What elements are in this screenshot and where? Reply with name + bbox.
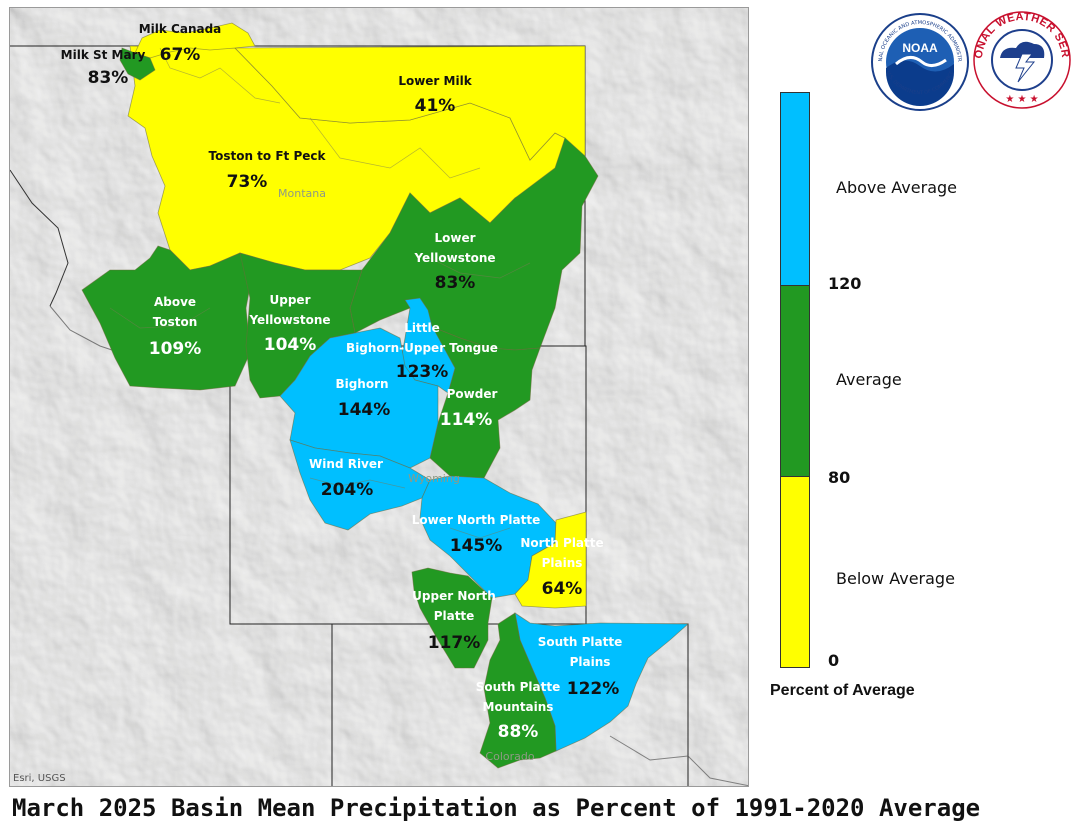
label-milk-canada: Milk Canada <box>139 22 222 36</box>
svg-text:★ ★ ★: ★ ★ ★ <box>1005 94 1038 105</box>
label-upper-north-platte-2: Platte <box>434 609 475 623</box>
basin-north-platte-plains[interactable] <box>514 511 587 609</box>
basin-milk-canada[interactable] <box>134 22 256 59</box>
pct-upper-yellowstone: 104% <box>264 335 317 355</box>
noaa-logo: NOAA NATIONAL OCEANIC AND ATMOSPHERIC AD… <box>870 12 969 111</box>
basin-wind-river[interactable] <box>289 439 431 531</box>
sub-basin-lines <box>109 47 531 539</box>
label-lower-yellowstone-2: Yellowstone <box>413 251 495 265</box>
label-milk-st-mary: Milk St Mary <box>61 48 146 62</box>
pct-south-platte-plains: 122% <box>567 679 620 699</box>
legend-label-average: Average <box>836 370 902 389</box>
basin-lower-yellowstone[interactable] <box>349 137 599 351</box>
label-little-bighorn-1: Little <box>404 321 439 335</box>
label-above-toston-1: Above <box>154 295 196 309</box>
label-upper-north-platte-1: Upper North <box>412 589 496 603</box>
legend-swatch-below <box>780 476 810 668</box>
noaa-logo-text: NOAA <box>902 41 938 55</box>
pct-south-platte-mountains: 88% <box>498 722 539 742</box>
label-south-platte-plains-1: South Platte <box>538 635 623 649</box>
pct-north-platte-plains: 64% <box>542 579 583 599</box>
pct-lower-north-platte: 145% <box>450 536 503 556</box>
legend-label-above: Above Average <box>836 178 957 197</box>
pct-milk-st-mary: 83% <box>88 68 129 88</box>
pct-little-bighorn: 123% <box>396 362 449 382</box>
label-upper-yellowstone-2: Yellowstone <box>248 313 330 327</box>
label-north-platte-plains-1: North Platte <box>520 536 603 550</box>
label-wind-river: Wind River <box>309 457 383 471</box>
label-toston-ft-peck: Toston to Ft Peck <box>209 149 327 163</box>
legend-tick-0: 0 <box>828 651 840 670</box>
label-lower-north-platte: Lower North Platte <box>412 513 541 527</box>
label-powder: Powder <box>447 387 498 401</box>
pct-lower-yellowstone: 83% <box>435 273 476 293</box>
map-attribution: Esri, USGS <box>13 773 66 784</box>
basin-powder[interactable] <box>429 325 541 479</box>
map-panel[interactable]: Montana Wyoming Colorado Milk Canada 67%… <box>9 7 749 787</box>
label-lower-milk: Lower Milk <box>398 74 472 88</box>
label-above-toston-2: Toston <box>153 315 198 329</box>
legend-label-below: Below Average <box>836 569 955 588</box>
legend-tick-80: 80 <box>828 468 851 487</box>
pct-lower-milk: 41% <box>415 96 456 116</box>
label-south-platte-mountains-1: South Platte <box>476 680 561 694</box>
legend-tick-120: 120 <box>828 274 862 293</box>
legend-swatch-above <box>780 92 810 286</box>
pct-above-toston: 109% <box>149 339 202 359</box>
nws-logo: NATIONAL WEATHER SERVICE ★ ★ ★ <box>972 10 1071 109</box>
pct-upper-north-platte: 117% <box>428 633 481 653</box>
label-little-bighorn-2: Bighorn-Upper Tongue <box>346 341 498 355</box>
label-south-platte-plains-2: Plains <box>570 655 611 669</box>
pct-toston-ft-peck: 73% <box>227 172 268 192</box>
basin-map[interactable]: Montana Wyoming Colorado Milk Canada 67%… <box>10 8 749 787</box>
basins <box>81 22 690 769</box>
state-label-colorado: Colorado <box>485 750 534 763</box>
pct-wind-river: 204% <box>321 480 374 500</box>
pct-milk-canada: 67% <box>160 45 201 65</box>
basin-south-platte-mountains[interactable] <box>479 612 557 769</box>
pct-powder: 114% <box>440 410 493 430</box>
state-label-wyoming: Wyoming <box>408 472 460 485</box>
label-lower-yellowstone-1: Lower <box>434 231 475 245</box>
basin-milk-st-mary[interactable] <box>119 47 156 81</box>
legend-title: Percent of Average <box>770 682 915 699</box>
state-label-montana: Montana <box>278 187 326 200</box>
legend-swatch-average <box>780 285 810 477</box>
label-south-platte-mountains-2: Mountains <box>483 700 554 714</box>
label-bighorn: Bighorn <box>335 377 388 391</box>
basin-labels: Milk Canada 67% Milk St Mary 83% Lower M… <box>61 22 623 742</box>
label-upper-yellowstone-1: Upper <box>270 293 311 307</box>
basin-upper-north-platte[interactable] <box>411 567 493 669</box>
label-north-platte-plains-2: Plains <box>542 556 583 570</box>
pct-bighorn: 144% <box>338 400 391 420</box>
map-title: March 2025 Basin Mean Precipitation as P… <box>12 794 981 822</box>
